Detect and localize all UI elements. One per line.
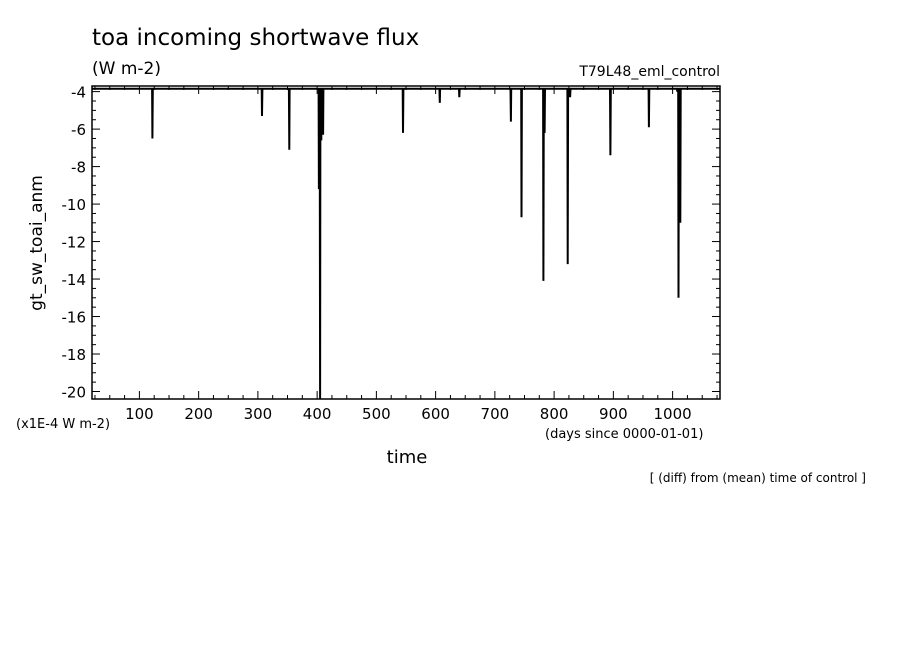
plot-area: -4 -6 -8 -10 -12 -14 -16 -18 -20 100 200 300 400 500 6… (62, 84, 721, 423)
x-tick-label: 100 (125, 405, 154, 423)
y-tick-label: -14 (62, 271, 87, 289)
x-tick-label: 900 (599, 405, 628, 423)
series-line (92, 87, 720, 400)
y-tick-label: -18 (62, 346, 87, 364)
x-tick-label: 1000 (654, 405, 692, 423)
y-axis-title: gt_sw_toai_anm (27, 175, 47, 311)
note-text: [ (diff) from (mean) time of control ] (650, 471, 866, 485)
x-tick-label: 800 (540, 405, 569, 423)
y-tick-label: -12 (62, 234, 87, 252)
y-tick-label: -4 (71, 84, 86, 102)
y-tick-label: -10 (62, 196, 87, 214)
y-tick-label: -6 (71, 121, 86, 139)
x-tick-label: 200 (184, 405, 213, 423)
chart-title: toa incoming shortwave flux (92, 25, 419, 51)
x-tick-label: 300 (244, 405, 273, 423)
plot-frame (91, 85, 721, 400)
x-tick-label: 600 (421, 405, 450, 423)
experiment-label: T79L48_eml_control (578, 64, 720, 80)
y-tick-label: -16 (62, 309, 87, 327)
y-tick-label: -8 (71, 159, 86, 177)
y-axis-units: (x1E-4 W m-2) (16, 417, 110, 432)
x-tick-label: 700 (481, 405, 510, 423)
x-tick-label: 400 (303, 405, 332, 423)
x-tick-label: 500 (362, 405, 391, 423)
x-axis-title: time (387, 447, 428, 468)
x-axis-units: (days since 0000-01-01) (545, 427, 703, 442)
chart-subtitle: (W m-2) (92, 59, 161, 79)
y-tick-label: -20 (62, 384, 87, 402)
